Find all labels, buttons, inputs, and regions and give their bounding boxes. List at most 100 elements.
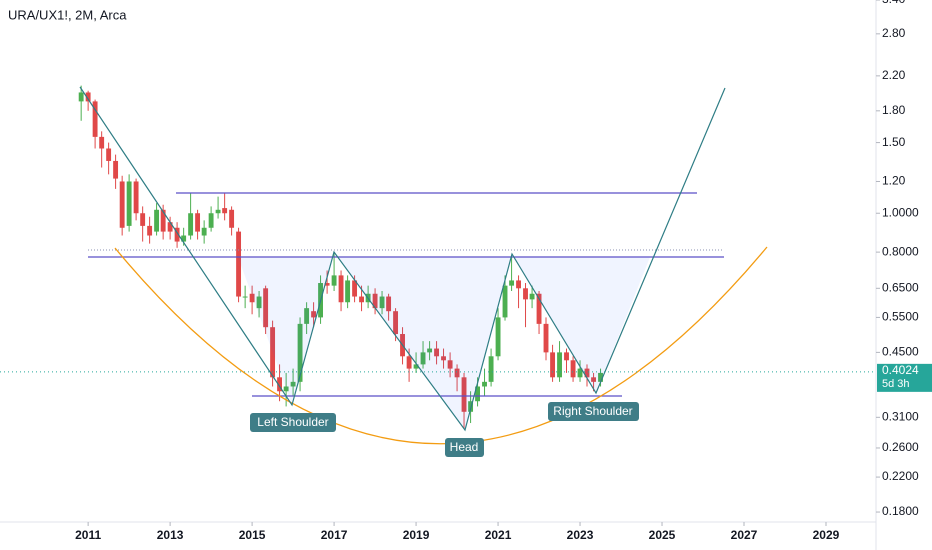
- y-tick-label: 0.5500: [882, 310, 919, 324]
- y-tick-label: 1.20: [882, 174, 906, 188]
- candle-body: [324, 283, 330, 286]
- y-tick-label: 0.1800: [882, 504, 919, 518]
- y-tick-label: 3.40: [882, 0, 906, 6]
- candle-body: [461, 377, 467, 412]
- candle-body: [577, 368, 583, 378]
- candle-body: [126, 181, 132, 226]
- candle-body: [386, 296, 392, 312]
- candle-body: [591, 377, 597, 382]
- candle-body: [543, 323, 549, 353]
- candle-body: [208, 213, 214, 228]
- candle-body: [113, 160, 119, 179]
- candle-body: [256, 296, 262, 309]
- candle-body: [564, 352, 569, 361]
- candle-body: [379, 296, 385, 309]
- candle-body: [85, 92, 91, 102]
- candle-body: [495, 317, 501, 357]
- last-price-label: 0.4024: [882, 363, 919, 377]
- annotation-box: [445, 438, 484, 457]
- y-tick-label: 2.80: [882, 26, 906, 40]
- candle-body: [160, 209, 166, 232]
- candle-body: [550, 352, 556, 378]
- x-tick-label: 2011: [75, 528, 101, 542]
- candle-body: [201, 227, 207, 236]
- y-tick-label: 1.80: [882, 103, 906, 117]
- x-tick-label: 2023: [567, 528, 594, 542]
- candle-body: [475, 386, 480, 402]
- candle-body: [523, 288, 528, 300]
- x-tick-label: 2029: [813, 528, 840, 542]
- candle-body: [297, 323, 303, 382]
- y-tick-label: 0.2600: [882, 440, 919, 454]
- last-price: 0.4024 5d 3h: [877, 363, 932, 392]
- x-tick-label: 2025: [649, 528, 676, 542]
- candle-body: [154, 209, 160, 232]
- candle-body: [229, 209, 235, 228]
- candle-body: [215, 209, 221, 214]
- candle-body: [78, 92, 84, 102]
- candle-body: [283, 386, 289, 392]
- x-tick-label: 2019: [403, 528, 430, 542]
- candle-body: [242, 296, 248, 298]
- candle-body: [270, 327, 276, 378]
- pattern-zigzag: [79, 86, 726, 432]
- candle-body: [441, 356, 446, 361]
- candle-body: [529, 293, 535, 300]
- y-tick-label: 0.2200: [882, 469, 919, 483]
- candle-body: [413, 364, 419, 369]
- candle-body: [536, 293, 542, 324]
- candle-body: [468, 401, 474, 412]
- candle-body: [181, 235, 187, 242]
- candle-body: [92, 101, 98, 137]
- candle-body: [359, 296, 364, 303]
- candle-body: [338, 275, 344, 303]
- candle-body: [482, 381, 487, 387]
- last-price-tag: [877, 363, 932, 392]
- candle-body: [290, 381, 296, 387]
- candle-body: [598, 372, 603, 382]
- candle-body: [420, 352, 426, 365]
- candle-body: [434, 348, 440, 357]
- candle-body: [119, 181, 125, 228]
- candle-body: [140, 213, 146, 226]
- candle-body: [263, 288, 269, 328]
- annotation: Left Shoulder: [257, 415, 328, 429]
- candle-body: [454, 368, 460, 378]
- candle-body: [195, 213, 201, 232]
- candle-body: [516, 280, 521, 289]
- y-tick-label: 2.20: [882, 68, 906, 82]
- y-tick-label: 1.50: [882, 135, 906, 149]
- candle-body: [106, 148, 112, 161]
- candle-body: [133, 181, 139, 214]
- candle-body: [372, 293, 378, 309]
- annotation: Right Shoulder: [553, 404, 632, 418]
- candle-body: [236, 231, 242, 297]
- candle-body: [167, 222, 173, 232]
- annotation: Head: [450, 440, 479, 454]
- y-tick-label: 0.8000: [882, 244, 919, 258]
- candle-body: [488, 356, 494, 382]
- x-tick-label: 2017: [321, 528, 348, 542]
- x-tick-label: 2015: [239, 528, 266, 542]
- candle-body: [509, 280, 515, 286]
- candle-body: [277, 377, 283, 392]
- candle-body: [249, 293, 255, 303]
- candle-body: [393, 311, 399, 335]
- x-tick-label: 2013: [157, 528, 184, 542]
- plot-area: [78, 85, 603, 429]
- x-tick-label: 2021: [485, 528, 512, 542]
- candle-body: [406, 356, 412, 369]
- candle-body: [99, 136, 105, 149]
- annotation-box: [548, 402, 639, 421]
- candle-body: [174, 227, 180, 242]
- annotation-box: [250, 413, 336, 432]
- countdown-label: 5d 3h: [882, 378, 910, 390]
- candle-body: [557, 352, 562, 378]
- chart-title: URA/UX1!, 2M, Arca: [8, 7, 127, 22]
- candle-body: [447, 360, 453, 369]
- candle-body: [584, 368, 590, 378]
- cup-curve: [114, 246, 768, 445]
- candle-body: [147, 225, 153, 236]
